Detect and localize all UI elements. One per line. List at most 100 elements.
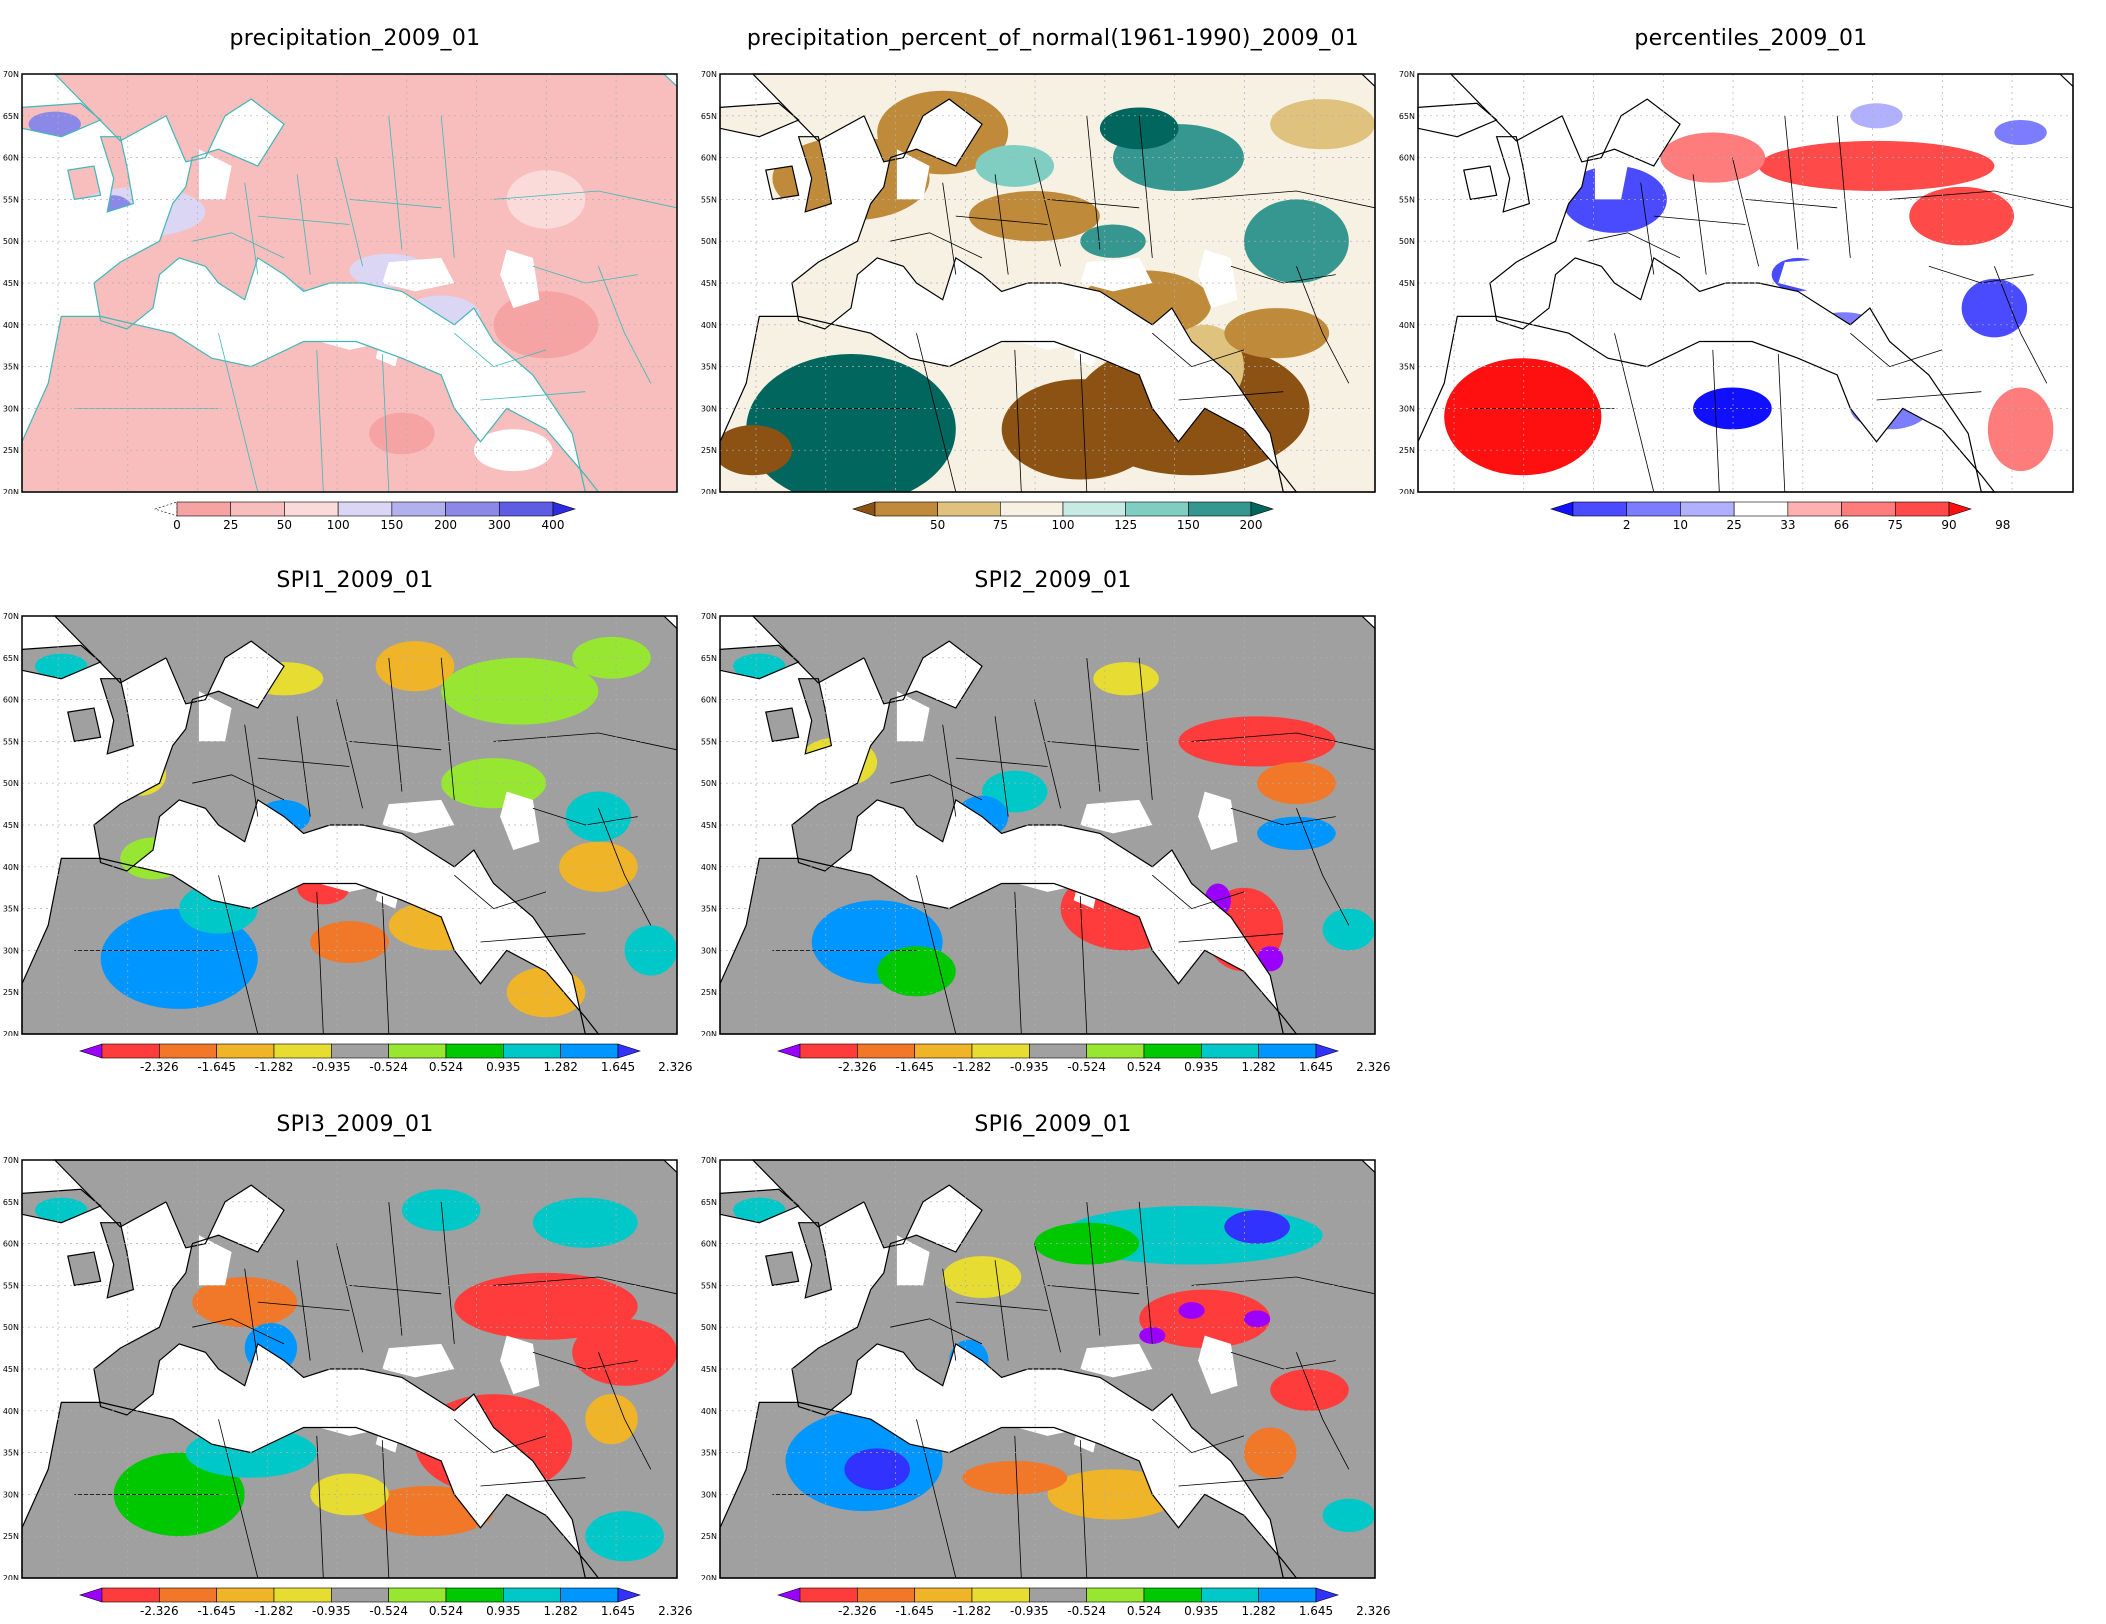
legend-label: 66 [1834, 518, 1849, 532]
legend-label: 150 [1177, 518, 1200, 532]
legend-swatch [273, 1587, 332, 1603]
field-blob [1244, 1427, 1297, 1478]
legend-arrow-high [617, 1587, 641, 1603]
legend-swatch [857, 1043, 915, 1059]
country-border [1079, 896, 1088, 1035]
country-border [493, 732, 678, 751]
country-border [257, 1301, 350, 1311]
legend-swatch [1572, 501, 1628, 517]
legend-swatch [503, 1043, 561, 1059]
sea-area [896, 1389, 1087, 1436]
lat-tick-label: 40N [701, 1407, 717, 1416]
lat-tick-label: 65N [3, 112, 19, 121]
legend-label: 100 [1052, 518, 1075, 532]
lat-tick-label: 35N [3, 1449, 19, 1458]
sea-area [1896, 249, 1936, 309]
country-border [1588, 232, 1681, 259]
lat-tick-label: 70N [701, 612, 717, 621]
lat-tick-label: 25N [1399, 446, 1415, 455]
legend-label: -1.282 [255, 1060, 294, 1074]
color-legend: -2.326 -1.645 -1.282 -0.935 -0.524 0.524 0.935… [79, 1043, 693, 1074]
country-border [1889, 190, 2074, 209]
legend-swatch [1201, 1587, 1259, 1603]
legend-label: 98 [1995, 518, 2010, 532]
lat-tick-label: 60N [701, 1240, 717, 1249]
coastline [67, 707, 102, 743]
country-border [381, 1440, 390, 1579]
legend-label: 1.645 [601, 1060, 635, 1074]
lat-tick-label: 70N [3, 612, 19, 621]
field-blob [1047, 1469, 1179, 1520]
legend-label: 1.282 [1241, 1604, 1275, 1618]
sea-area [198, 303, 389, 350]
legend-arrow-high [1250, 501, 1274, 517]
country-border [532, 807, 638, 826]
country-border [1692, 174, 1707, 275]
legend-swatch [857, 1587, 915, 1603]
coastline [751, 615, 1376, 1035]
lat-tick-label: 70N [3, 1156, 19, 1165]
legend-arrow-low [79, 1587, 103, 1603]
legend-swatch [337, 501, 393, 517]
country-border [1994, 266, 2048, 384]
sea-area [500, 249, 540, 309]
country-border [1850, 332, 1943, 368]
country-border [1712, 349, 1720, 493]
country-border [349, 199, 442, 209]
coastline [797, 1222, 833, 1299]
field-blob [968, 191, 1100, 242]
lat-tick-label: 45N [701, 1365, 717, 1374]
field-blob [454, 1272, 638, 1340]
country-border [440, 1201, 455, 1344]
lat-tick-label: 60N [701, 696, 717, 705]
field-blob [733, 1197, 786, 1223]
coastline [1463, 165, 1498, 201]
lat-tick-label: 60N [1399, 154, 1415, 163]
field-blob [975, 145, 1055, 187]
field-blob [942, 1256, 1022, 1298]
country-border [493, 1276, 678, 1295]
legend-label: -2.326 [838, 1604, 877, 1618]
country-border [218, 333, 259, 493]
legend-swatch [1143, 1043, 1202, 1059]
map-plot: 70N65N60N55N50N45N40N35N30N25N20N20W10W0… [701, 70, 1376, 494]
sea-area [198, 691, 232, 742]
legend-label: 0.524 [1127, 1060, 1161, 1074]
field-blob [1139, 1289, 1271, 1349]
lat-tick-label: 35N [3, 905, 19, 914]
legend-swatch [284, 501, 339, 517]
lat-tick-label: 20N [3, 1574, 19, 1580]
field-blob [35, 653, 88, 679]
legend-label: 1.645 [601, 1604, 635, 1618]
country-border [1653, 215, 1746, 225]
country-border [994, 716, 1009, 817]
legend-arrow-high [617, 1043, 641, 1059]
field-blob [415, 1394, 573, 1495]
lat-tick-label: 30N [701, 1490, 717, 1499]
sea-area [1198, 1335, 1238, 1395]
legend-bar: -2.326 -1.645 -1.282 -0.935 -0.524 0.524 0.935… [777, 1043, 1391, 1074]
country-border [493, 190, 678, 209]
country-border [381, 896, 390, 1035]
legend-bar: 0 25 50 100 150 200 300 400 [154, 501, 576, 532]
legend-label: 0.935 [486, 1604, 520, 1618]
legend-label: 33 [1780, 518, 1795, 532]
country-border [388, 1201, 403, 1336]
map-panel-spi1: SPI1_2009_01 70N 65N 60N 55N 50N 45N 40N 35N 30N 2… [0, 560, 710, 1080]
country-border [1138, 657, 1153, 800]
legend-label: 100 [327, 518, 350, 532]
country-border [1191, 732, 1376, 751]
lat-tick-label: 40N [701, 863, 717, 872]
country-border [316, 1435, 324, 1579]
panel-title: SPI1_2009_01 [276, 568, 434, 593]
lat-tick-label: 25N [3, 988, 19, 997]
field-blob [120, 837, 186, 880]
legend-label: 1.282 [543, 1060, 577, 1074]
lat-tick-label: 65N [701, 654, 717, 663]
lat-tick-label: 35N [1399, 363, 1415, 372]
country-border [218, 1419, 259, 1579]
country-border [440, 657, 455, 800]
country-border [1034, 157, 1061, 267]
lat-tick-label: 65N [3, 1198, 19, 1207]
sea-area [198, 1389, 389, 1436]
